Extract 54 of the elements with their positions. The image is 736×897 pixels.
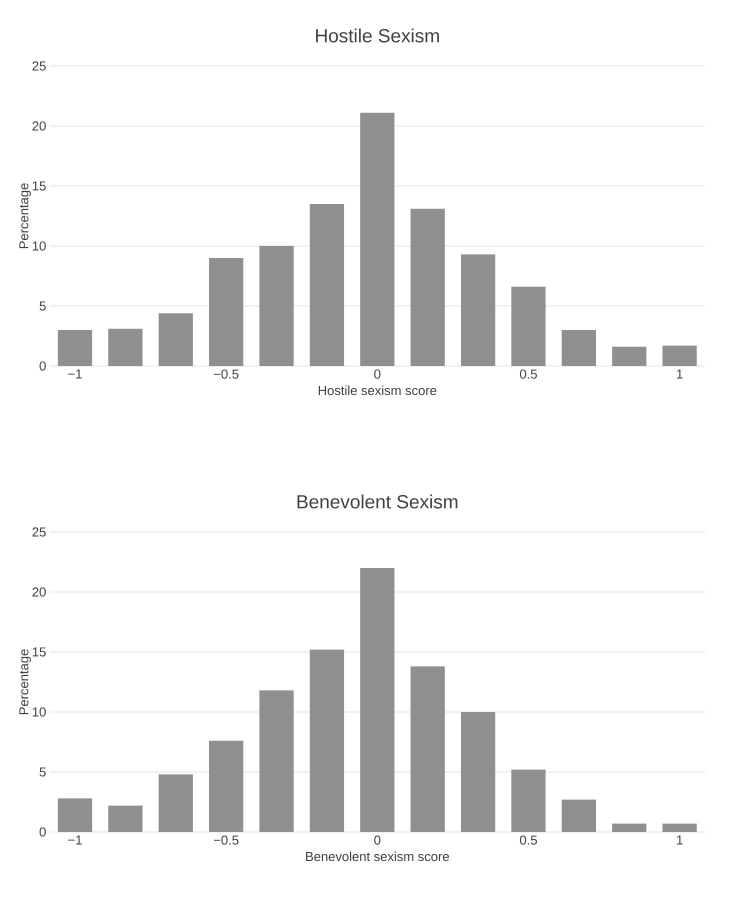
bar	[662, 824, 697, 832]
y-tick-label: 25	[32, 527, 46, 537]
bar	[511, 286, 546, 366]
chart-title: Hostile Sexism	[316, 28, 439, 42]
y-tick-label: 10	[32, 707, 46, 717]
bar	[310, 204, 344, 366]
bar	[58, 330, 92, 366]
y-tick-label: 0	[40, 827, 46, 837]
y-tick-label: 0	[40, 361, 46, 371]
x-axis-title: Benevolent sexism score	[306, 852, 449, 862]
bar	[662, 346, 697, 366]
bar	[511, 770, 546, 832]
bar	[259, 690, 294, 832]
x-tick-label: 0	[374, 370, 380, 379]
bar	[259, 246, 294, 366]
x-tick-label: −1	[68, 370, 82, 378]
bar	[612, 824, 646, 832]
bar	[562, 330, 596, 366]
y-tick-label: 5	[40, 301, 46, 311]
x-tick-label: 1	[676, 836, 683, 844]
bar	[360, 568, 394, 832]
bar	[158, 313, 193, 366]
bar	[410, 208, 445, 366]
bar	[460, 254, 496, 366]
bar	[209, 740, 244, 832]
bar	[58, 798, 92, 832]
y-axis-title: Percentage	[19, 183, 31, 248]
bar	[108, 328, 143, 366]
x-tick-label: 0.5	[520, 370, 537, 379]
bar	[310, 650, 344, 832]
x-tick-label: −0.5	[214, 370, 238, 379]
y-tick-label: 15	[32, 181, 46, 191]
bar	[209, 258, 244, 366]
y-tick-label: 20	[32, 587, 46, 597]
y-tick-label: 20	[32, 121, 46, 131]
y-tick-label: 5	[40, 767, 46, 777]
chart-title: Benevolent Sexism	[298, 494, 458, 508]
x-tick-label: −0.5	[214, 836, 238, 845]
bar	[108, 806, 143, 832]
x-tick-label: 0.5	[520, 836, 537, 845]
bar	[612, 346, 646, 366]
x-axis-title: Hostile sexism score	[318, 386, 436, 396]
x-tick-label: 1	[676, 370, 683, 378]
bar	[562, 800, 596, 832]
y-tick-label: 25	[32, 61, 46, 71]
bar	[360, 112, 394, 366]
y-axis-title: Percentage	[19, 649, 31, 714]
y-tick-label: 15	[32, 647, 46, 657]
y-tick-label: 10	[32, 241, 46, 251]
x-tick-label: 0	[374, 836, 380, 845]
x-tick-label: −1	[68, 836, 82, 844]
bar	[158, 774, 193, 832]
bar	[460, 712, 496, 832]
bar	[410, 666, 445, 832]
